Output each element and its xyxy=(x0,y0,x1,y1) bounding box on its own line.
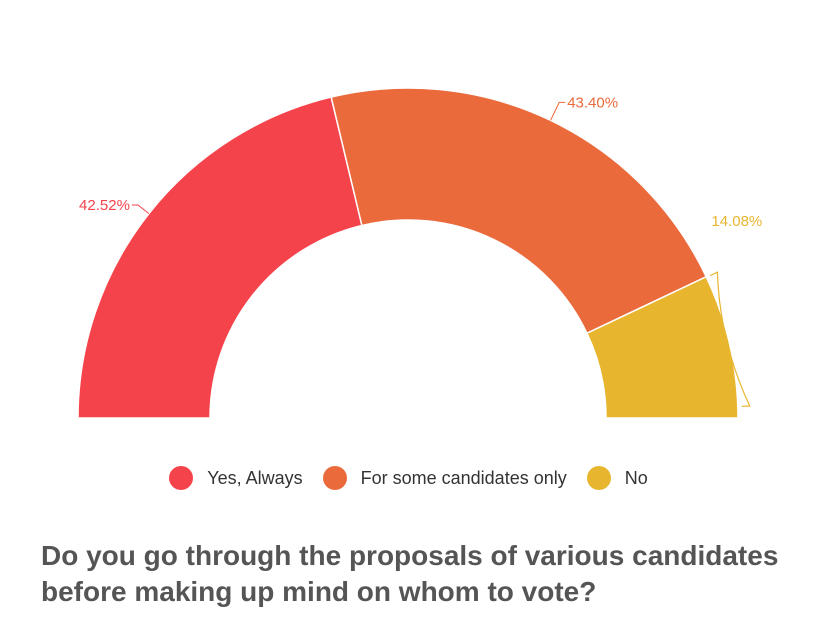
chart-title: Do you go through the proposals of vario… xyxy=(41,540,779,607)
legend-swatch-no xyxy=(586,466,611,490)
leader-line-no xyxy=(709,271,751,407)
legend-item-for-some-candidates-only[interactable]: For some candidates only xyxy=(322,466,567,490)
data-label-yes-always: 42.52% xyxy=(79,197,130,214)
legend-label-yes-always: Yes, Always xyxy=(207,467,303,488)
leader-line-yes-always xyxy=(131,204,150,215)
legend-item-no[interactable]: No xyxy=(586,466,648,490)
slice-yes-always[interactable] xyxy=(77,96,363,419)
legend-item-yes-always[interactable]: Yes, Always xyxy=(169,466,303,490)
leader-line-for-some-candidates-only xyxy=(550,101,566,121)
data-label-for-some-candidates-only: 43.40% xyxy=(567,94,618,111)
legend-label-no: No xyxy=(624,467,648,488)
legend-swatch-for-some-candidates-only xyxy=(322,466,347,490)
slice-for-some-candidates-only[interactable] xyxy=(330,87,708,335)
data-label-no: 14.08% xyxy=(711,213,762,230)
chart-legend: Yes, Always For some candidates only No xyxy=(0,466,817,490)
legend-swatch-yes-always xyxy=(169,466,194,490)
legend-label-for-some-candidates-only: For some candidates only xyxy=(360,467,567,488)
